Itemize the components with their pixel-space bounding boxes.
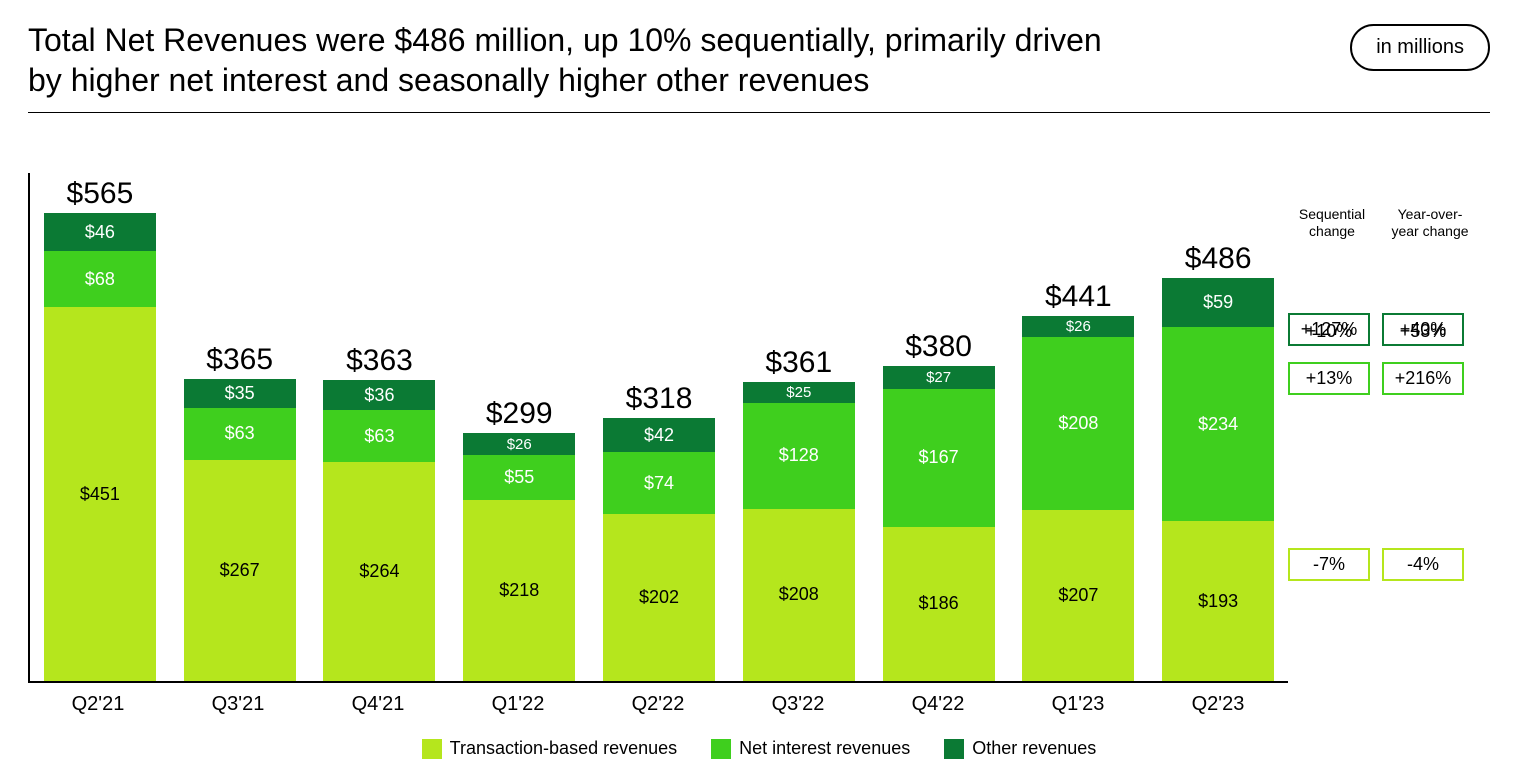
x-axis-label: Q2'22 bbox=[588, 683, 728, 716]
bar-segment-net_interest: $128 bbox=[743, 403, 855, 509]
x-axis-label: Q3'21 bbox=[168, 683, 308, 716]
header: Total Net Revenues were $486 million, up… bbox=[28, 20, 1490, 113]
legend-label: Other revenues bbox=[972, 738, 1096, 759]
bar-total-label: $486 bbox=[1185, 242, 1252, 276]
bar-column: $565$46$68$451 bbox=[30, 177, 170, 681]
bar-segment-net_interest: $167 bbox=[883, 389, 995, 527]
bar-segment-transaction: $208 bbox=[743, 509, 855, 681]
bar-column: $299$26$55$218 bbox=[449, 397, 589, 681]
legend-label: Net interest revenues bbox=[739, 738, 910, 759]
bar-segment-transaction: $193 bbox=[1162, 521, 1274, 681]
bar-segment-net_interest: $63 bbox=[184, 408, 296, 460]
bar-total-label: $318 bbox=[626, 382, 693, 416]
bar-total-label: $365 bbox=[206, 343, 273, 377]
bar-segment-other: $42 bbox=[603, 418, 715, 453]
revenue-stacked-bar-chart: $565$46$68$451$365$35$63$267$363$36$63$2… bbox=[28, 173, 1288, 683]
bar-segment-other: $26 bbox=[1022, 316, 1134, 338]
x-axis-label: Q4'22 bbox=[868, 683, 1008, 716]
bar-segment-transaction: $267 bbox=[184, 460, 296, 681]
legend-label: Transaction-based revenues bbox=[450, 738, 677, 759]
bar-segment-other: $36 bbox=[323, 380, 435, 410]
bar-segment-net_interest: $234 bbox=[1162, 327, 1274, 521]
bar-total-label: $299 bbox=[486, 397, 553, 431]
x-axis-label: Q2'21 bbox=[28, 683, 168, 716]
yoy-change-value: -4% bbox=[1382, 548, 1464, 581]
bar-column: $486$59$234$193 bbox=[1148, 242, 1288, 681]
bar-total-label: $565 bbox=[67, 177, 134, 211]
bar-segment-net_interest: $63 bbox=[323, 410, 435, 462]
bar-column: $318$42$74$202 bbox=[589, 382, 729, 681]
bar-segment-transaction: $264 bbox=[323, 462, 435, 681]
legend-swatch bbox=[944, 739, 964, 759]
bar-segment-other: $59 bbox=[1162, 278, 1274, 327]
bar-column: $380$27$167$186 bbox=[869, 330, 1009, 681]
bar-column: $363$36$63$264 bbox=[310, 344, 450, 681]
bar-column: $361$25$128$208 bbox=[729, 346, 869, 681]
slide-title: Total Net Revenues were $486 million, up… bbox=[28, 20, 1128, 100]
bar-segment-transaction: $207 bbox=[1022, 510, 1134, 681]
legend-item: Transaction-based revenues bbox=[422, 738, 677, 759]
bar-segment-other: $35 bbox=[184, 379, 296, 408]
bar-total-label: $380 bbox=[905, 330, 972, 364]
change-stats-panel: Sequential change Year-over-year change … bbox=[1288, 206, 1488, 716]
bar-segment-other: $27 bbox=[883, 366, 995, 388]
bar-total-label: $441 bbox=[1045, 280, 1112, 314]
x-axis-label: Q2'23 bbox=[1148, 683, 1288, 716]
legend-item: Net interest revenues bbox=[711, 738, 910, 759]
change-stat-row: +13% +216% bbox=[1288, 362, 1464, 395]
bar-segment-transaction: $186 bbox=[883, 527, 995, 681]
yoy-change-value: +40% bbox=[1382, 313, 1464, 346]
bar-segment-other: $26 bbox=[463, 433, 575, 455]
sequential-change-value: -7% bbox=[1288, 548, 1370, 581]
x-axis-label: Q1'23 bbox=[1008, 683, 1148, 716]
bar-total-label: $361 bbox=[765, 346, 832, 380]
bar-column: $365$35$63$267 bbox=[170, 343, 310, 681]
unit-pill: in millions bbox=[1350, 24, 1490, 71]
yoy-change-value: +216% bbox=[1382, 362, 1464, 395]
bar-segment-transaction: $218 bbox=[463, 500, 575, 681]
legend-item: Other revenues bbox=[944, 738, 1096, 759]
bar-column: $441$26$208$207 bbox=[1008, 280, 1148, 681]
bar-segment-transaction: $451 bbox=[44, 307, 156, 681]
bar-segment-transaction: $202 bbox=[603, 514, 715, 681]
x-axis-label: Q1'22 bbox=[448, 683, 588, 716]
sequential-change-header: Sequential change bbox=[1288, 206, 1376, 240]
bar-segment-net_interest: $208 bbox=[1022, 337, 1134, 509]
change-stat-row: -7% -4% bbox=[1288, 548, 1464, 581]
yoy-change-header: Year-over-year change bbox=[1386, 206, 1474, 240]
x-axis-label: Q3'22 bbox=[728, 683, 868, 716]
legend: Transaction-based revenues Net interest r… bbox=[28, 738, 1490, 759]
sequential-change-value: +127% bbox=[1288, 313, 1370, 346]
change-stat-row: +127% +40% bbox=[1288, 313, 1464, 346]
legend-swatch bbox=[711, 739, 731, 759]
bar-segment-other: $25 bbox=[743, 382, 855, 403]
bar-total-label: $363 bbox=[346, 344, 413, 378]
sequential-change-value: +13% bbox=[1288, 362, 1370, 395]
bar-segment-net_interest: $68 bbox=[44, 251, 156, 307]
bar-segment-other: $46 bbox=[44, 213, 156, 251]
x-axis-label: Q4'21 bbox=[308, 683, 448, 716]
bar-segment-net_interest: $74 bbox=[603, 452, 715, 513]
legend-swatch bbox=[422, 739, 442, 759]
bar-segment-net_interest: $55 bbox=[463, 455, 575, 501]
